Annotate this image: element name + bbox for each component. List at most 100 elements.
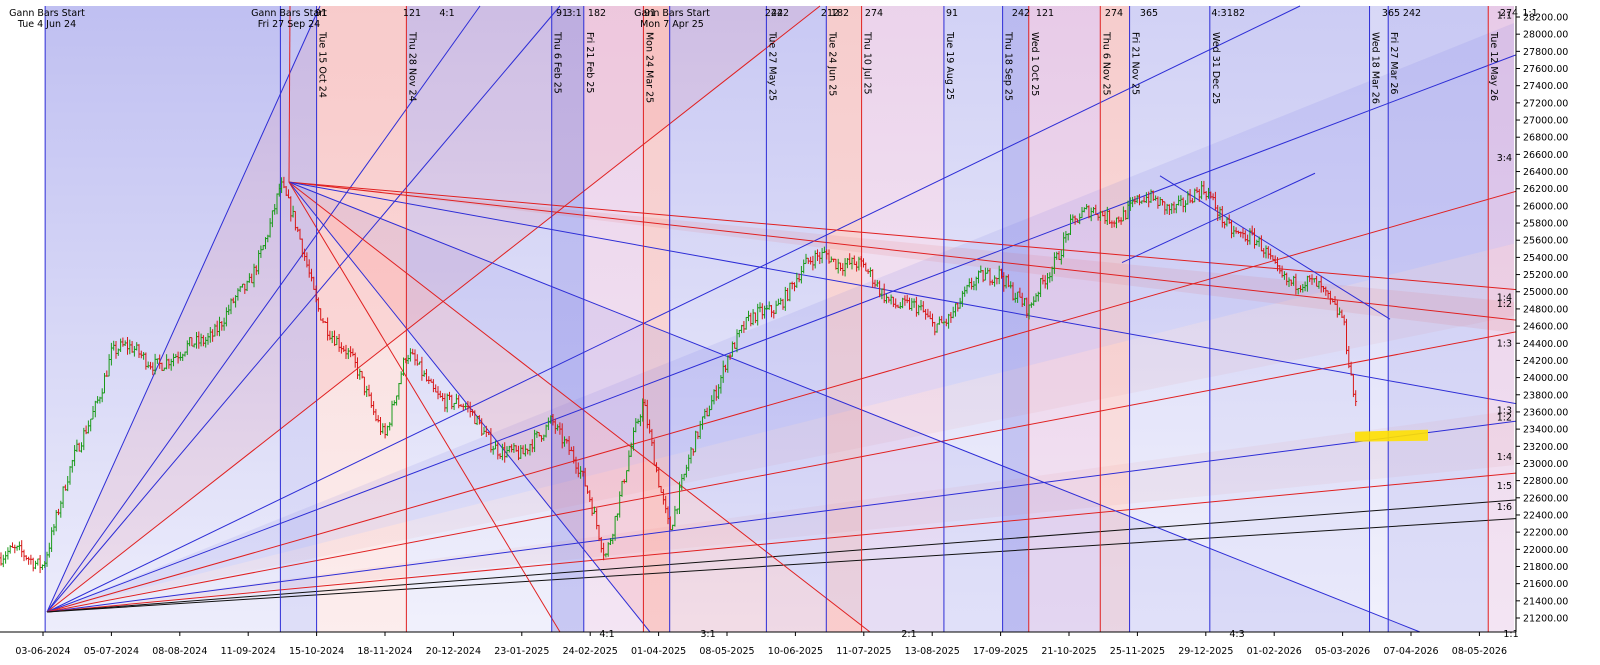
date-tick-label: 11-07-2025 [836,646,891,657]
bar-count-label: 91 [946,8,958,19]
gann-fan-line [288,5,291,183]
fan-ratio-label: 1:4 [1497,292,1512,303]
bar-count-label: 121 [1036,8,1054,19]
price-tick-label: 21600.00 [1523,579,1568,590]
bar-count-label: 1:1 [1522,8,1537,19]
vertical-line-date-label: Mon 24 Mar 25 [643,32,654,103]
price-tick-label: 23200.00 [1523,442,1568,453]
time-band [643,6,670,632]
gann-fan-line [46,5,321,613]
date-tick-label: 05-03-2026 [1315,646,1370,657]
bar-count-label: 2:1 [901,629,916,640]
price-tick-label: 26600.00 [1523,150,1568,161]
time-band [45,6,281,632]
price-tick-label: 21400.00 [1523,596,1568,607]
time-band [1028,6,1101,632]
vertical-line-date-label: Tue 27 May 25 [766,31,777,101]
gann-fan-line [46,512,1600,613]
vertical-line-date-label: Thu 28 Nov 24 [406,31,417,102]
price-tick-label: 22600.00 [1523,493,1568,504]
date-tick-label: 08-05-2026 [1452,646,1507,657]
date-tick-label: 01-02-2026 [1247,646,1302,657]
date-tick-label: 10-06-2025 [768,646,823,657]
gann-fan-line [288,181,1421,633]
price-tick-label: 22000.00 [1523,545,1568,556]
price-tick-label: 27400.00 [1523,81,1568,92]
gann-fan-line [46,464,1600,613]
time-band [1002,6,1029,632]
price-tick-label: 26400.00 [1523,167,1568,178]
price-tick-label: 25800.00 [1523,219,1568,230]
gann-fan-line [288,181,561,633]
date-tick-label: 25-11-2025 [1110,646,1165,657]
gann-fan-line [288,181,1600,298]
vertical-line-date-label: Wed 31 Dec 25 [1210,32,1221,104]
price-axis-bg [1516,0,1600,665]
date-tick-label: 11-09-2024 [221,646,276,657]
highlight-marker [1355,429,1428,442]
bar-count-label: 182 [588,8,606,19]
vertical-line-date-label: Tue 12 May 26 [1488,31,1499,101]
price-tick-label: 22400.00 [1523,510,1568,521]
gann-fan-line [46,5,481,613]
bar-count-label: 242 [765,8,783,19]
fan-ratio-label: 1:2 [1497,299,1512,310]
bar-count-label: 91 [644,8,656,19]
date-tick-label: 23-01-2025 [494,646,549,657]
price-tick-label: 23800.00 [1523,390,1568,401]
gann-fan-line [46,5,1301,613]
gann-fan-line [46,5,821,613]
gann-start-title: Gann Bars Start [634,8,710,19]
vertical-line-date-label: Thu 6 Feb 25 [552,31,563,94]
date-tick-label: 13-08-2025 [905,646,960,657]
price-tick-label: 25000.00 [1523,287,1568,298]
price-tick-label: 24600.00 [1523,322,1568,333]
gann-fan-line [46,493,1600,613]
time-band [1100,6,1130,632]
time-band [1209,6,1370,632]
bar-count-label: 212 [821,8,839,19]
bar-count-label: 274 [865,8,883,19]
price-tick-label: 23000.00 [1523,459,1568,470]
price-tick-label: 24200.00 [1523,356,1568,367]
fan-ratio-label: 1:3 [1497,406,1512,417]
time-band [1129,6,1210,632]
price-tick-label: 27800.00 [1523,47,1568,58]
bar-count-label: 365 [1382,8,1400,19]
date-tick-label: 01-04-2025 [631,646,686,657]
vertical-line-date-label: Fri 21 Feb 25 [584,32,595,93]
price-tick-label: 25400.00 [1523,253,1568,264]
gann-fan-line [46,22,1600,613]
fan-ratio-label: 1:5 [1497,481,1512,492]
bar-count-label: 242 [1403,8,1421,19]
price-tick-label: 21200.00 [1523,614,1568,625]
bar-count-label: 242 [771,8,789,19]
vertical-line-date-label: Tue 24 Jun 25 [826,31,837,96]
gann-fan-line [46,5,561,613]
fan-ratio-label: 1:4 [1497,452,1512,463]
bar-count-label: 4:1 [599,629,614,640]
time-band [943,6,1003,632]
bar-count-label: 3:1 [566,8,581,19]
gann-start-title: Gann Bars Start [9,8,85,19]
gann-fan-line [46,315,1600,613]
price-tick-label: 25200.00 [1523,270,1568,281]
bar-count-label: 121 [403,8,421,19]
bar-count-label: 182 [831,8,849,19]
time-band [316,6,407,632]
time-band [1369,6,1389,632]
time-band [669,6,767,632]
bar-count-label: 91 [556,8,568,19]
price-tick-label: 26800.00 [1523,133,1568,144]
gann-fan-line [1159,175,1391,320]
price-tick-label: 23600.00 [1523,407,1568,418]
gann-fan-line [288,181,871,633]
date-tick-label: 17-09-2025 [973,646,1028,657]
fan-ratio-label: 1:2 [1497,413,1512,424]
date-tick-label: 07-04-2026 [1383,646,1438,657]
price-tick-label: 27600.00 [1523,64,1568,75]
fan-wedge [47,23,1514,612]
vertical-line-date-label: Thu 10 Jul 25 [862,31,873,95]
